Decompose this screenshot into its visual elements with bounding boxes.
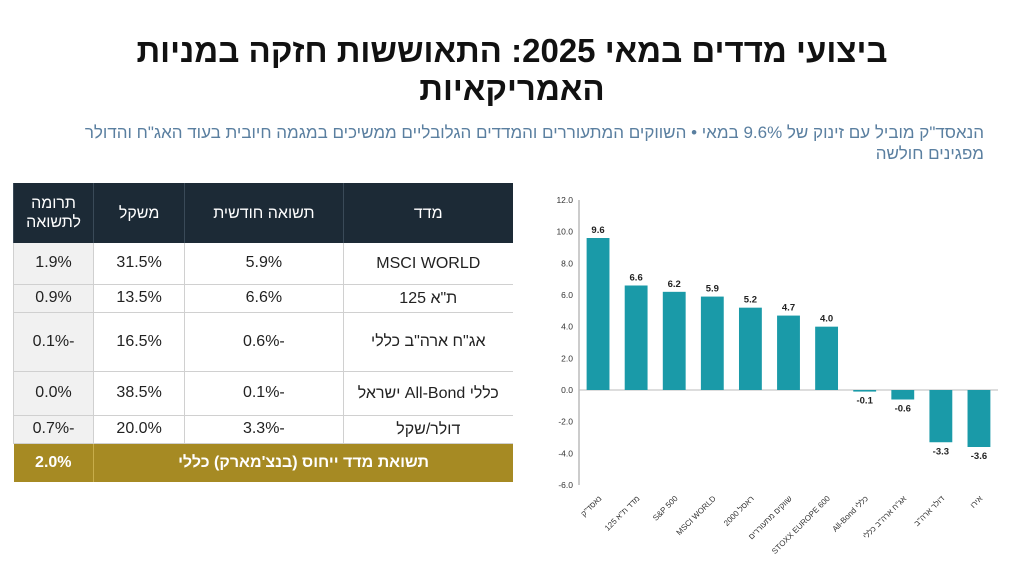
row-contribution: -0.1% — [12, 312, 94, 372]
header-contribution: תרומה לתשואה — [12, 183, 94, 243]
row-monthly: 5.9% — [184, 243, 344, 285]
x-tick-label: אירו — [968, 494, 984, 510]
y-tick-label: -2.0 — [558, 417, 573, 427]
x-tick-label: All-Bond כללי — [831, 494, 871, 534]
row-weight: 13.5% — [93, 284, 185, 313]
bar-value-label: 5.9 — [706, 284, 719, 295]
bar — [738, 307, 762, 390]
row-index: כללי All-Bond ישראל — [342, 371, 513, 416]
bar-value-label: 4.0 — [820, 314, 833, 325]
y-tick-label: 10.0 — [556, 227, 573, 237]
page-subtitle: הנאסד"ק מוביל עם זינוק של 9.6% במאי • הש… — [84, 123, 984, 163]
chart-svg: -6.0 -4.0 -2.0 0.0 2.0 4.0 6.0 8.0 10.0 12.0 9.6 נא… — [556, 195, 998, 556]
bar — [777, 315, 800, 390]
bar — [586, 238, 610, 390]
bar-value-label: -0.1 — [856, 396, 873, 407]
x-tick-label: S&P 500 — [651, 494, 680, 523]
row-index: MSCI WORLD — [342, 243, 513, 285]
bar-value-label: 6.6 — [630, 273, 643, 284]
bar-value-label: 6.2 — [668, 279, 681, 290]
row-weight: 20.0% — [93, 415, 185, 444]
bar — [891, 390, 915, 400]
header-weight: משקל — [93, 183, 185, 243]
x-tick-label: דולר ארה"ב — [912, 494, 946, 528]
bar — [967, 390, 991, 447]
row-contribution: -0.7% — [12, 415, 94, 444]
x-tick-label: ראסל 2000 — [722, 494, 756, 528]
table-row: ת"א 125 6.6% 13.5% 0.9% — [12, 284, 513, 313]
returns-bar-chart: -6.0 -4.0 -2.0 0.0 2.0 4.0 6.0 8.0 10.0 12.0 9.6 נא… — [536, 188, 1011, 568]
y-tick-label: -4.0 — [558, 448, 573, 458]
bar-value-label: -3.6 — [971, 451, 987, 462]
row-contribution: 0.9% — [12, 284, 94, 313]
table-header-row: מדד תשואה חודשית משקל תרומה לתשואה — [12, 183, 513, 243]
row-contribution: 1.9% — [12, 243, 94, 285]
x-tick-label: נאסד"ק — [579, 494, 603, 518]
row-contribution: 0.0% — [12, 371, 94, 416]
bar — [815, 326, 839, 390]
table-row: אג"ח ארה"ב כללי -0.6% 16.5% -0.1% — [12, 312, 513, 372]
y-tick-label: 6.0 — [561, 290, 573, 300]
bar — [853, 390, 877, 392]
table-row: דולר/שקל -3.3% 20.0% -0.7% — [12, 415, 513, 444]
bar — [929, 390, 953, 443]
bar-value-label: -0.6 — [895, 404, 911, 415]
y-tick-label: -6.0 — [558, 480, 573, 490]
x-tick-label: מדד ת"א 125 — [603, 494, 642, 533]
y-tick-label: 4.0 — [561, 322, 573, 332]
row-monthly: -0.1% — [184, 371, 344, 416]
total-row: תשואת מדד ייחוס (בנצ'מארק) כללי 2.0% — [13, 443, 513, 482]
row-monthly: -3.3% — [184, 415, 344, 444]
y-tick-label: 12.0 — [556, 195, 573, 205]
bar — [624, 285, 648, 390]
bar-value-label: 9.6 — [591, 225, 604, 236]
total-label: תשואת מדד ייחוס (בנצ'מארק) כללי — [93, 443, 513, 482]
returns-table: מדד תשואה חודשית משקל תרומה לתשואה MSCI … — [12, 183, 513, 482]
row-weight: 31.5% — [93, 243, 185, 285]
bar — [700, 296, 724, 390]
y-tick-label: 8.0 — [561, 258, 573, 268]
bar — [662, 291, 686, 390]
y-tick-label: 2.0 — [561, 353, 573, 363]
row-weight: 38.5% — [93, 371, 185, 416]
total-value: 2.0% — [13, 443, 95, 482]
bar-value-label: -3.3 — [933, 446, 949, 457]
bar-value-label: 4.7 — [782, 303, 795, 314]
row-monthly: 6.6% — [184, 284, 344, 313]
header-index: מדד — [342, 183, 513, 243]
y-tick-label: 0.0 — [561, 385, 573, 395]
row-index: דולר/שקל — [342, 415, 513, 444]
row-index: אג"ח ארה"ב כללי — [342, 312, 513, 372]
row-weight: 16.5% — [93, 312, 185, 372]
bar-value-label: 5.2 — [744, 295, 757, 306]
header-monthly: תשואה חודשית — [184, 183, 344, 243]
table-row: כללי All-Bond ישראל -0.1% 38.5% 0.0% — [12, 371, 513, 416]
row-index: ת"א 125 — [342, 284, 513, 313]
page-title: ביצועי מדדים במאי 2025: התאוששות חזקה במ… — [136, 32, 888, 107]
row-monthly: -0.6% — [184, 312, 344, 372]
x-tick-label: MSCI WORLD — [675, 494, 718, 537]
table-row: MSCI WORLD 5.9% 31.5% 1.9% — [12, 243, 513, 285]
